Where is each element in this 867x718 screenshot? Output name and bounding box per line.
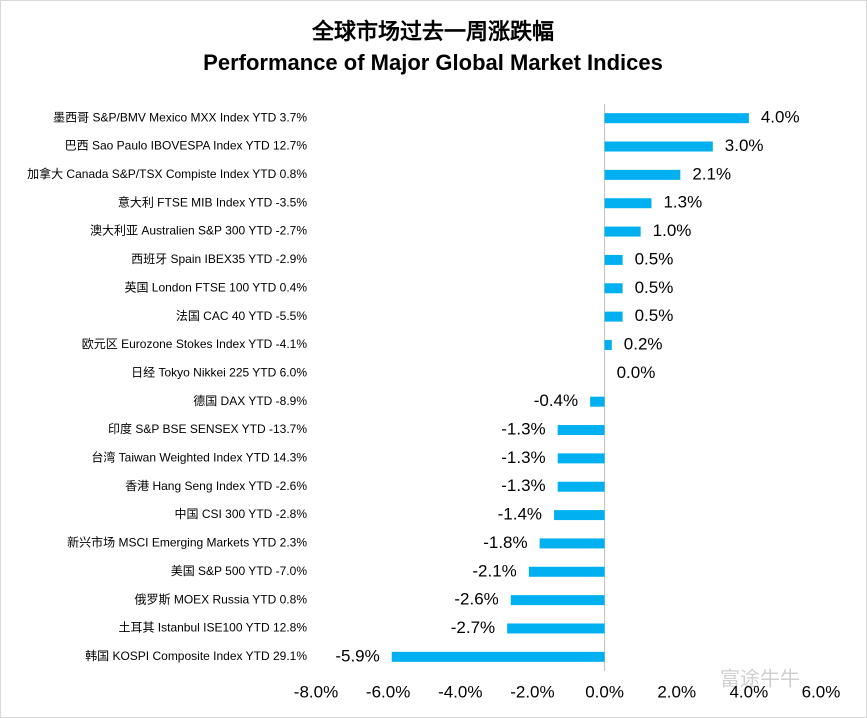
y-tick-label: 英国 London FTSE 100 YTD 0.4%: [124, 280, 307, 294]
y-tick-label: 墨西哥 S&P/BMV Mexico MXX Index YTD 3.7%: [53, 110, 307, 124]
bar: [604, 113, 749, 124]
y-tick-label: 欧元区 Eurozone Stokes Index YTD -4.1%: [82, 337, 308, 351]
x-tick-label: -2.0%: [510, 682, 554, 701]
bar: [510, 595, 605, 606]
y-tick-label: 德国 DAX YTD -8.9%: [193, 393, 307, 408]
x-tick-label: 6.0%: [802, 682, 841, 701]
bar: [604, 198, 652, 209]
x-tick-label: 4.0%: [729, 682, 768, 701]
bar: [604, 254, 623, 265]
bar: [604, 283, 623, 294]
value-label: 0.0%: [617, 363, 656, 382]
y-tick-label: 新兴市场 MSCI Emerging Markets YTD 2.3%: [67, 535, 307, 550]
y-tick-label: 法国 CAC 40 YTD -5.5%: [176, 309, 307, 323]
value-label: 0.5%: [635, 306, 674, 325]
y-tick-label: 土耳其 Istanbul ISE100 YTD 12.8%: [118, 621, 307, 635]
bar: [391, 651, 605, 662]
value-label: -0.4%: [534, 391, 578, 410]
y-tick-label: 意大利 FTSE MIB Index YTD -3.5%: [118, 194, 307, 209]
chart-title: 全球市场过去一周涨跌幅: [311, 19, 554, 44]
bar: [604, 169, 681, 180]
x-tick-label: -4.0%: [438, 682, 482, 701]
value-label: -1.4%: [498, 505, 542, 524]
x-tick-label: -8.0%: [294, 682, 338, 701]
value-label: 0.5%: [635, 249, 674, 268]
value-label: 2.1%: [692, 164, 731, 183]
value-label: 3.0%: [725, 136, 764, 155]
value-label: 1.3%: [663, 193, 702, 212]
bar: [604, 311, 623, 322]
bar: [604, 141, 713, 152]
value-label: -1.3%: [501, 420, 545, 439]
value-label: 0.5%: [635, 278, 674, 297]
value-label: -2.6%: [454, 590, 498, 609]
value-label: -2.1%: [472, 561, 516, 580]
y-tick-label: 台湾 Taiwan Weighted Index YTD 14.3%: [91, 450, 307, 465]
y-tick-label: 日经 Tokyo Nikkei 225 YTD 6.0%: [131, 365, 307, 379]
bar: [604, 339, 612, 350]
bar: [557, 481, 605, 492]
watermark: 富途牛牛: [720, 667, 800, 690]
y-tick-label: 韩国 KOSPI Composite Index YTD 29.1%: [85, 648, 307, 663]
y-tick-label: 西班牙 Spain IBEX35 YTD -2.9%: [131, 252, 307, 266]
y-tick-label: 俄罗斯 MOEX Russia YTD 0.8%: [135, 592, 308, 606]
x-tick-label: 0.0%: [585, 682, 624, 701]
y-tick-label: 香港 Hang Seng Index YTD -2.6%: [125, 479, 307, 493]
value-label: -5.9%: [335, 646, 379, 665]
y-tick-label: 印度 S&P BSE SENSEX YTD -13.7%: [108, 421, 307, 436]
y-tick-label: 美国 S&P 500 YTD -7.0%: [171, 564, 308, 578]
y-tick-label: 中国 CSI 300 YTD -2.8%: [175, 506, 308, 521]
y-tick-label: 巴西 Sao Paulo IBOVESPA Index YTD 12.7%: [65, 139, 308, 153]
value-label: -1.8%: [483, 533, 527, 552]
value-label: -1.3%: [501, 448, 545, 467]
bar: [590, 396, 605, 407]
bar: [604, 226, 641, 237]
value-label: 1.0%: [653, 221, 692, 240]
bar: [539, 538, 605, 549]
bar: [507, 623, 605, 634]
y-tick-label: 澳大利亚 Australien S&P 300 YTD -2.7%: [90, 224, 307, 238]
chart-subtitle: Performance of Major Global Market Indic…: [203, 50, 663, 75]
value-label: 0.2%: [624, 334, 663, 353]
x-tick-label: 2.0%: [657, 682, 696, 701]
value-label: 4.0%: [761, 108, 800, 127]
bar: [557, 453, 605, 464]
bar: [528, 566, 605, 577]
y-tick-label: 加拿大 Canada S&P/TSX Compiste Index YTD 0.…: [27, 166, 307, 181]
x-tick-label: -6.0%: [366, 682, 410, 701]
bar: [554, 510, 605, 521]
value-label: -2.7%: [451, 618, 495, 637]
bar: [557, 425, 605, 436]
value-label: -1.3%: [501, 476, 545, 495]
